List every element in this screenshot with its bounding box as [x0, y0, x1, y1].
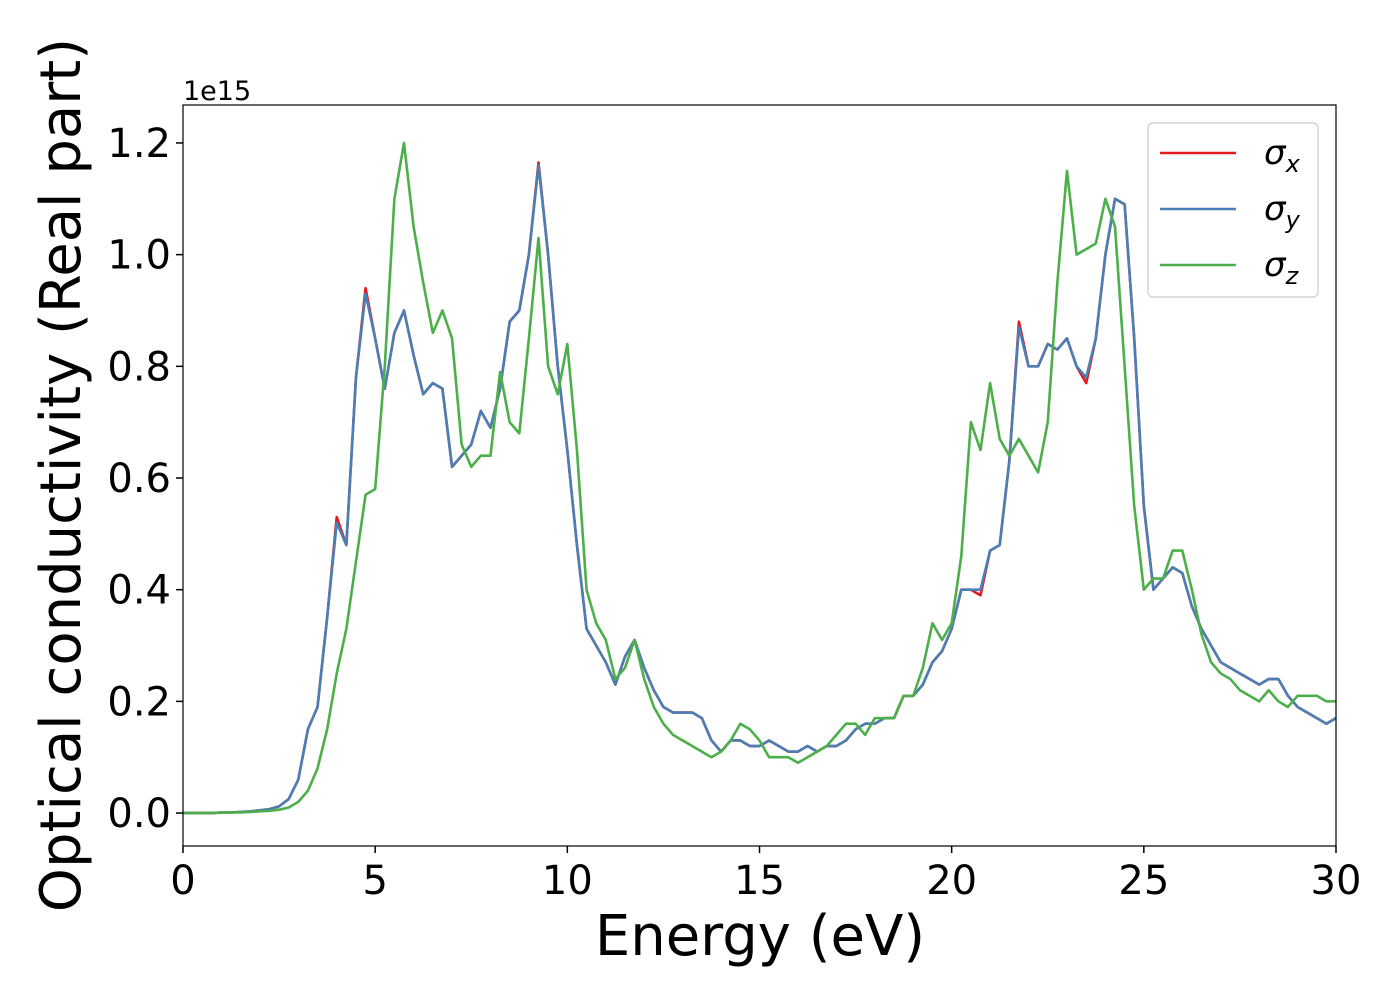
y-tick-label: 0.6 [107, 456, 171, 502]
x-tick-label: 5 [362, 858, 387, 904]
x-axis-label: Energy (eV) [595, 904, 925, 969]
plot-lines [183, 141, 1337, 815]
series-line [183, 164, 1337, 815]
plot-frame [182, 104, 1337, 847]
legend-label: σz [1264, 245, 1300, 290]
y-tick-label: 1.2 [107, 121, 171, 167]
y-tick-label: 0.4 [107, 568, 171, 614]
y-tick-label: 0.0 [107, 791, 171, 837]
series-line [183, 141, 1336, 815]
y-axis-label: Optical conductivity (Real part) [29, 38, 94, 912]
x-tick-label: 0 [170, 858, 195, 904]
x-tick-label: 20 [926, 858, 977, 904]
y-tick-label: 1.0 [107, 233, 171, 279]
x-tick-label: 10 [542, 858, 593, 904]
y-tick-label: 0.2 [107, 679, 171, 725]
x-tick-label: 15 [734, 858, 785, 904]
legend-label: σy [1264, 189, 1301, 234]
x-tick-label: 30 [1311, 858, 1362, 904]
y-tick-label: 0.8 [107, 344, 171, 390]
offset-text: 1e15 [183, 76, 251, 107]
legend-label: σx [1264, 133, 1301, 178]
x-tick-label: 25 [1118, 858, 1169, 904]
